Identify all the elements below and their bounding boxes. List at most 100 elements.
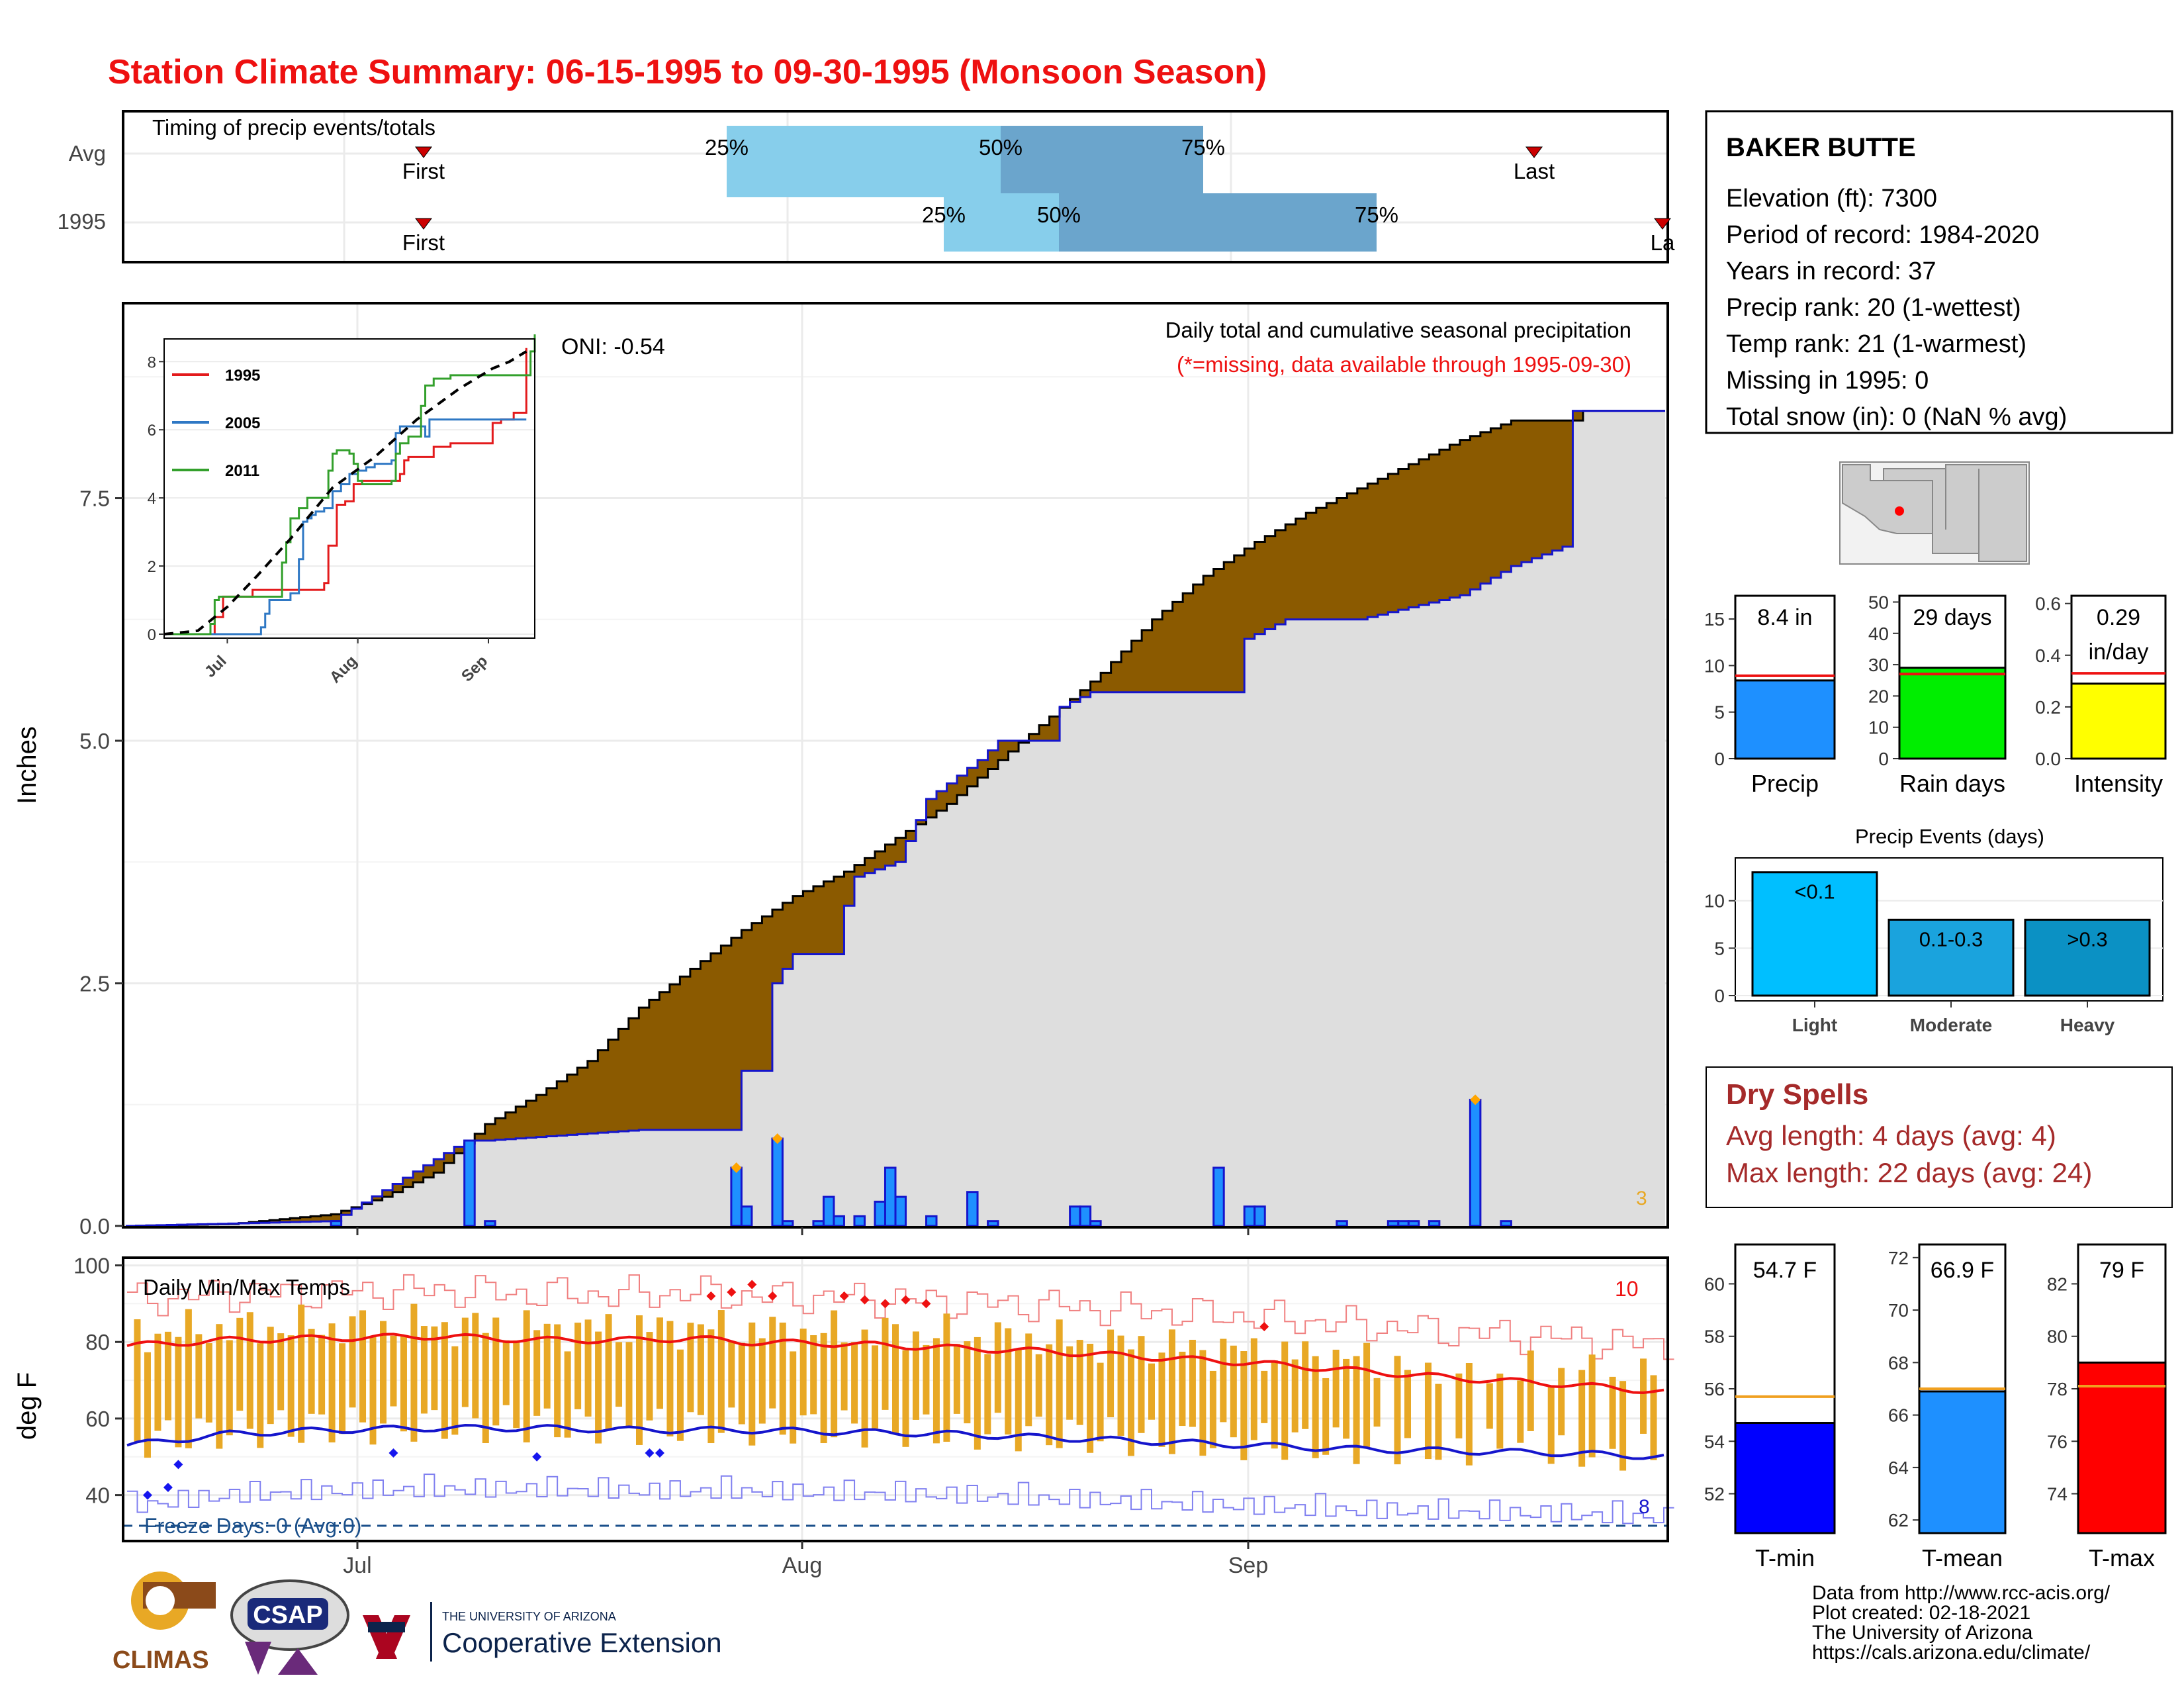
daily-precip-bar <box>853 1215 866 1227</box>
summary-value-label: 0.29 <box>2097 605 2140 630</box>
precip-ylabel: Inches <box>13 726 42 804</box>
summary-ytick-label: 0 <box>1714 749 1725 769</box>
daily-temp-bar <box>257 1343 264 1448</box>
station-line: Total snow (in): 0 (NaN % avg) <box>1726 403 2067 431</box>
daily-temp-bar <box>339 1343 346 1434</box>
daily-temp-bar <box>779 1322 786 1435</box>
daily-temp-bar <box>943 1313 950 1442</box>
daily-temp-bar <box>482 1333 489 1443</box>
station-line: Period of record: 1984-2020 <box>1726 221 2039 249</box>
daily-temp-bar <box>892 1324 899 1434</box>
csap-logo: CSAP <box>230 1579 349 1675</box>
daily-temp-bar <box>1363 1342 1371 1447</box>
station-location-dot <box>1895 506 1904 516</box>
daily-temp-bar <box>574 1323 582 1409</box>
daily-precip-bar <box>1428 1220 1441 1227</box>
summary-ytick-label: 40 <box>1868 624 1889 644</box>
events-ytick-label: 0 <box>1714 986 1725 1006</box>
daily-temp-bar <box>1353 1356 1360 1464</box>
daily-temp-bar <box>933 1338 940 1444</box>
daily-temp-bar <box>1240 1351 1248 1460</box>
daily-temp-bar <box>1158 1352 1165 1447</box>
daily-precip-bar <box>874 1200 886 1227</box>
daily-precip-bar <box>1069 1205 1081 1227</box>
daily-temp-bar <box>472 1313 479 1419</box>
temp-count-cold: 8 <box>1639 1496 1650 1518</box>
daily-temp-bar <box>676 1349 684 1441</box>
daily-temp-bar <box>1035 1354 1042 1417</box>
credit-line: The University of Arizona <box>1812 1622 2033 1644</box>
temp-bar-t-max <box>2077 1361 2167 1534</box>
daily-temp-bar <box>646 1332 653 1421</box>
daily-temp-bar <box>1271 1360 1278 1449</box>
daily-precip-bar <box>330 1220 343 1227</box>
daily-temp-bar <box>400 1336 407 1432</box>
timing-bar-50-75 <box>1001 126 1203 197</box>
daily-temp-bar <box>605 1314 612 1430</box>
summary-bar-label: Precip <box>1751 770 1819 797</box>
daily-temp-bar <box>236 1317 244 1411</box>
temp-summary-bars: 52 54 56 58 60 54.7 F T-min 62 64 66 68 70 72 66.9 F T… <box>1704 1243 2167 1571</box>
daily-temp-bar <box>1609 1376 1616 1449</box>
timing-pct-label: 75% <box>1181 135 1225 160</box>
daily-temp-bar <box>523 1310 530 1442</box>
daily-temp-bar <box>369 1336 377 1445</box>
daily-temp-bar <box>1496 1374 1504 1449</box>
record-high-marker <box>747 1280 757 1289</box>
temp-ytick-label: 74 <box>2047 1484 2068 1505</box>
daily-temp-bar <box>1394 1356 1401 1465</box>
daily-temp-bar <box>246 1312 253 1429</box>
daily-temp-bar <box>164 1331 171 1421</box>
daily-temp-bar <box>994 1322 1001 1413</box>
ytick-label: 80 <box>85 1330 110 1354</box>
climas-logo: CLIMAS <box>113 1571 216 1674</box>
daily-temp-bar <box>1199 1350 1206 1456</box>
daily-temp-bar <box>1373 1378 1381 1427</box>
daily-temp-bar <box>277 1333 285 1411</box>
first-event-marker <box>415 146 432 158</box>
precip-note-title: Daily total and cumulative seasonal prec… <box>1165 318 1631 342</box>
record-high-line <box>127 1274 1674 1360</box>
daily-temp-bar <box>380 1321 387 1424</box>
daily-temp-bar <box>923 1344 930 1415</box>
credit-line: https://cals.arizona.edu/climate/ <box>1812 1642 2091 1664</box>
inset-series-avg <box>163 350 527 635</box>
daily-temp-bar <box>953 1344 960 1414</box>
daily-precip-bar <box>1407 1220 1420 1227</box>
daily-precip-bar <box>1500 1220 1512 1227</box>
daily-temp-bar <box>195 1334 203 1419</box>
daily-temp-bar <box>1312 1356 1319 1458</box>
record-low-marker <box>655 1448 664 1458</box>
daily-temp-bar <box>810 1335 817 1415</box>
daily-temp-bar <box>1435 1383 1442 1460</box>
ytick-label: 60 <box>85 1407 110 1431</box>
daily-temp-bar <box>308 1329 315 1414</box>
daily-precip-bar <box>781 1220 794 1227</box>
station-line: Missing in 1995: 0 <box>1726 367 1929 395</box>
daily-temp-bar <box>738 1342 745 1425</box>
temp-ytick-label: 56 <box>1704 1379 1725 1399</box>
daily-precip-bar <box>822 1196 835 1227</box>
temp-ytick-label: 68 <box>1888 1352 1909 1373</box>
daily-temp-bar <box>984 1354 991 1434</box>
summary-ytick-label: 10 <box>1704 655 1725 676</box>
daily-temp-bar <box>1527 1350 1534 1431</box>
event-bar-text: 0.1-0.3 <box>1919 927 1983 951</box>
climas-logo-text: CLIMAS <box>113 1646 209 1674</box>
daily-temp-bar <box>1322 1378 1330 1455</box>
dry-spells-max: Max length: 22 days (avg: 24) <box>1726 1157 2092 1188</box>
legend-label: 2005 <box>225 414 260 432</box>
daily-temp-bar <box>1046 1344 1053 1446</box>
precip-events-chart: Precip Events (days) 0 5 10 <0.1 Light 0.1-0.… <box>1704 825 2163 1035</box>
daily-temp-bar <box>1332 1349 1340 1428</box>
timing-title: Timing of precip events/totals <box>152 115 435 140</box>
daily-temp-bar <box>769 1317 776 1409</box>
temp-value-label: 79 F <box>2099 1258 2144 1283</box>
daily-precip-bar <box>1243 1205 1256 1227</box>
summary-value-label: 29 days <box>1913 605 1991 630</box>
daily-precip-bar <box>925 1215 938 1227</box>
dry-spells-box: Dry Spells Avg length: 4 days (avg: 4) M… <box>1706 1066 2173 1208</box>
timing-bar-50-75 <box>1059 193 1377 252</box>
inset-ytick-label: 0 <box>148 626 156 644</box>
